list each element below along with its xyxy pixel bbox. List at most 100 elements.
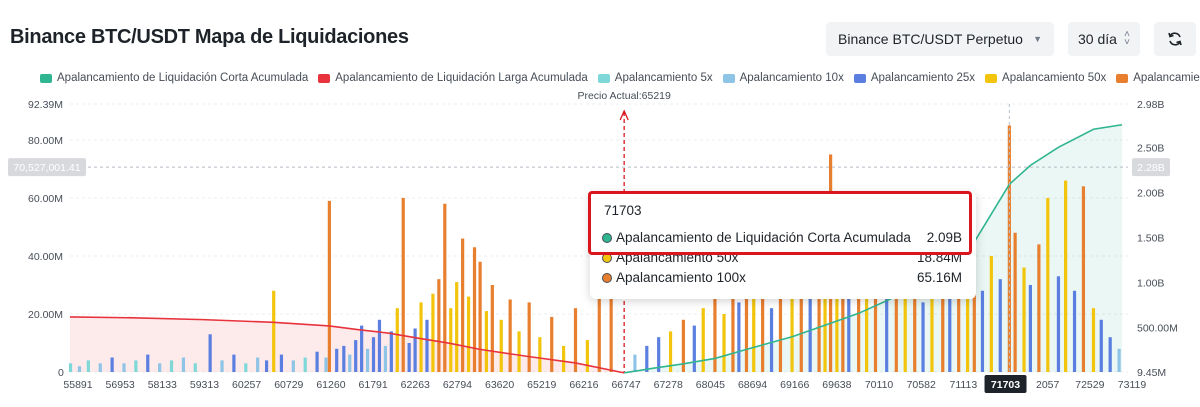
liquidation-bar (957, 250, 961, 372)
period-select[interactable]: 30 día ˄ ˅ (1068, 22, 1140, 56)
legend-label: Apalancamiento 10x (739, 72, 844, 84)
liquidation-bar (573, 308, 578, 372)
tooltip-row-label: Apalancamiento 50x (616, 250, 739, 265)
x-tick-label: 61260 (316, 379, 345, 391)
liquidation-bar (419, 302, 423, 372)
liquidation-bar (585, 340, 589, 372)
legend-label: Apalancamiento 25x (870, 72, 976, 84)
liquidation-bar (425, 319, 429, 372)
y-right-tick-label: 2.98B (1137, 99, 1164, 111)
liquidation-bar (327, 200, 331, 372)
up-down-arrows-icon: ˄ ˅ (1124, 29, 1130, 48)
legend-item[interactable]: Apalancamiento de Liquidación Corta Acum… (40, 72, 308, 84)
liquidation-bar (965, 270, 970, 372)
legend-item[interactable]: Apalancamiento 50x (985, 72, 1106, 84)
lev100-dot-icon (602, 272, 612, 283)
liquidation-bar (1028, 284, 1032, 372)
liquidation-bar (701, 308, 705, 372)
legend-item[interactable]: Apalancamiento 5x (597, 72, 713, 84)
x-tick-label: 2057 (1036, 379, 1060, 391)
liquidation-bar (550, 316, 554, 372)
liquidation-bar (449, 308, 453, 372)
legend-item[interactable]: Apalancamiento 25x (853, 72, 976, 84)
hover-right-value-label: 2.28B (1137, 162, 1164, 174)
liquidation-bar (885, 284, 889, 372)
legend-label: Apalancamiento de Liquidación Corta Acum… (57, 72, 309, 84)
liquidation-bar (808, 296, 812, 372)
liquidation-bar (354, 340, 358, 372)
x-tick-label: 66216 (569, 379, 598, 391)
y-left-tick-label: 0 (58, 367, 64, 379)
liquidation-bar (264, 360, 269, 372)
liquidation-bar (1022, 267, 1026, 372)
liquidation-bar (443, 203, 447, 372)
liquidation-bar (193, 363, 197, 372)
liquidation-bar (208, 334, 212, 372)
y-right-tick-label: 2.50B (1137, 142, 1164, 154)
legend-swatch (853, 73, 866, 83)
liquidation-bar (668, 331, 673, 372)
liquidation-bar (633, 354, 637, 372)
legend-swatch (40, 73, 52, 83)
exchange-select-value: Binance BTC/USDT Perpetuo (838, 31, 1023, 47)
x-tick-label: 71113 (950, 379, 978, 391)
liquidation-bar (484, 311, 488, 372)
long-cum-line (69, 316, 625, 374)
y-right-tick-label: 1.50B (1137, 233, 1164, 245)
y-left-tick-label: 80.00M (28, 135, 63, 147)
liquidation-bar (272, 290, 276, 372)
x-tick-label: 56953 (106, 379, 135, 391)
liquidation-bar (1108, 337, 1112, 372)
tooltip-row-label: Apalancamiento 100x (616, 270, 746, 285)
x-tick-label: 73119 (1118, 379, 1147, 391)
legend-item[interactable]: Apalancamiento de Liquidación Larga Acum… (318, 72, 588, 84)
liquidation-bar (169, 360, 174, 372)
liquidation-bar (508, 299, 512, 372)
x-tick-label: 70582 (907, 379, 936, 391)
liquidation-bar (562, 345, 566, 372)
liquidation-bar (499, 319, 503, 372)
liquidation-bar (244, 363, 248, 372)
liquidation-bar (86, 360, 90, 372)
chevron-down-icon: ▼ (1033, 34, 1042, 44)
hover-right-value-badge (1132, 158, 1170, 177)
liquidation-bar (609, 284, 613, 372)
x-tick-label: 55891 (63, 379, 92, 391)
liquidation-bar (1056, 276, 1061, 372)
liquidation-bar (437, 279, 441, 372)
legend-item[interactable]: Apalancamiento 100x (1116, 72, 1200, 84)
liquidation-bar (472, 247, 477, 372)
liquidation-bar (865, 279, 869, 372)
refresh-button[interactable] (1154, 22, 1196, 56)
liquidation-bar (1046, 197, 1050, 372)
chart-tooltip: 71703 Apalancamiento de Liquidación Cort… (590, 192, 976, 299)
x-tick-label: 62794 (443, 379, 472, 391)
liquidation-bar (761, 270, 765, 372)
liquidation-bar (903, 267, 907, 372)
current-price-arrow-icon (619, 109, 629, 121)
liquidation-bar (490, 284, 494, 372)
legend-swatch (722, 73, 735, 83)
hover-left-value-badge (8, 158, 86, 177)
liquidation-bar (799, 244, 803, 372)
liquidation-bar (279, 354, 284, 372)
legend-swatch (318, 73, 331, 83)
tooltip-row-value: 18.84M (916, 250, 962, 265)
legend-swatch (597, 73, 610, 83)
y-left-tick-label: 20.00M (28, 309, 63, 321)
refresh-icon (1168, 32, 1182, 46)
liquidation-bar (407, 342, 411, 372)
legend-item[interactable]: Apalancamiento 10x (722, 72, 844, 84)
exchange-select[interactable]: Binance BTC/USDT Perpetuo ▼ (826, 22, 1054, 56)
liquidation-bar (256, 357, 260, 372)
liquidation-bar (291, 360, 295, 372)
liquidation-bar (930, 261, 934, 372)
liquidation-bar (122, 363, 126, 372)
x-tick-label: 69166 (780, 379, 809, 391)
liquidation-bar (1117, 348, 1121, 372)
hover-x-badge (984, 375, 1027, 393)
legend-label: Apalancamiento 50x (1002, 72, 1107, 84)
short-cum-dot-icon (602, 232, 612, 243)
liquidation-bar (158, 363, 162, 372)
liquidation-bar (315, 351, 319, 372)
